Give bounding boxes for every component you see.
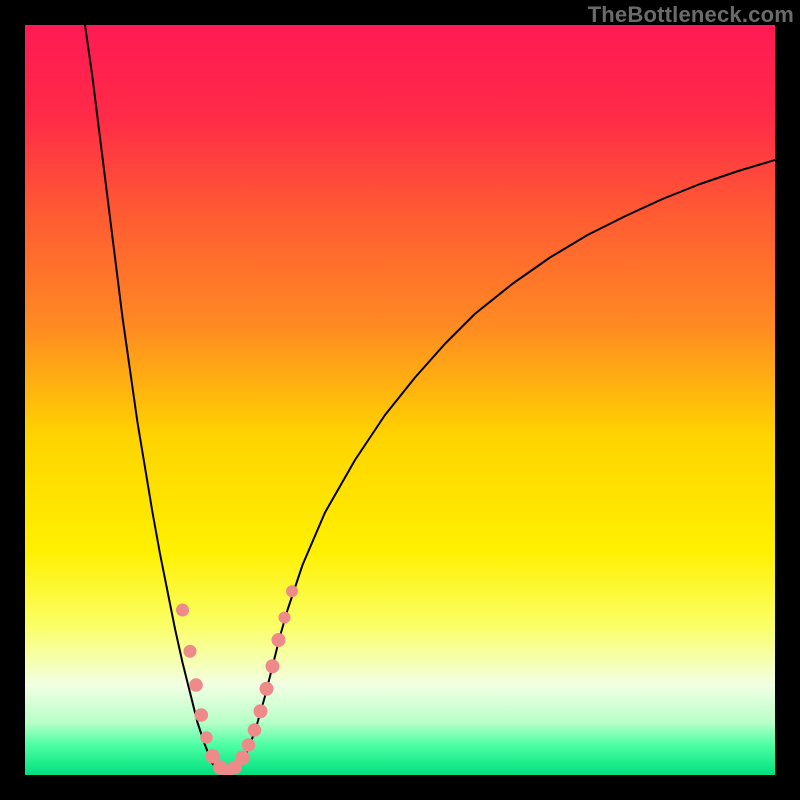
bead-marker bbox=[242, 738, 256, 752]
chart-background bbox=[25, 25, 775, 775]
bead-marker bbox=[260, 682, 274, 696]
bead-marker bbox=[184, 645, 197, 658]
watermark-text: TheBottleneck.com bbox=[588, 2, 794, 28]
bead-marker bbox=[248, 723, 262, 737]
bead-marker bbox=[194, 708, 208, 722]
bead-marker bbox=[189, 678, 203, 692]
bead-marker bbox=[266, 659, 280, 673]
bead-marker bbox=[286, 585, 298, 597]
bead-marker bbox=[272, 633, 286, 647]
bead-marker bbox=[200, 731, 212, 743]
chart-canvas bbox=[0, 0, 800, 800]
bead-marker bbox=[254, 704, 268, 718]
bead-marker bbox=[279, 612, 291, 624]
bottleneck-chart: TheBottleneck.com bbox=[0, 0, 800, 800]
bead-marker bbox=[176, 604, 189, 617]
bead-marker bbox=[235, 751, 249, 765]
